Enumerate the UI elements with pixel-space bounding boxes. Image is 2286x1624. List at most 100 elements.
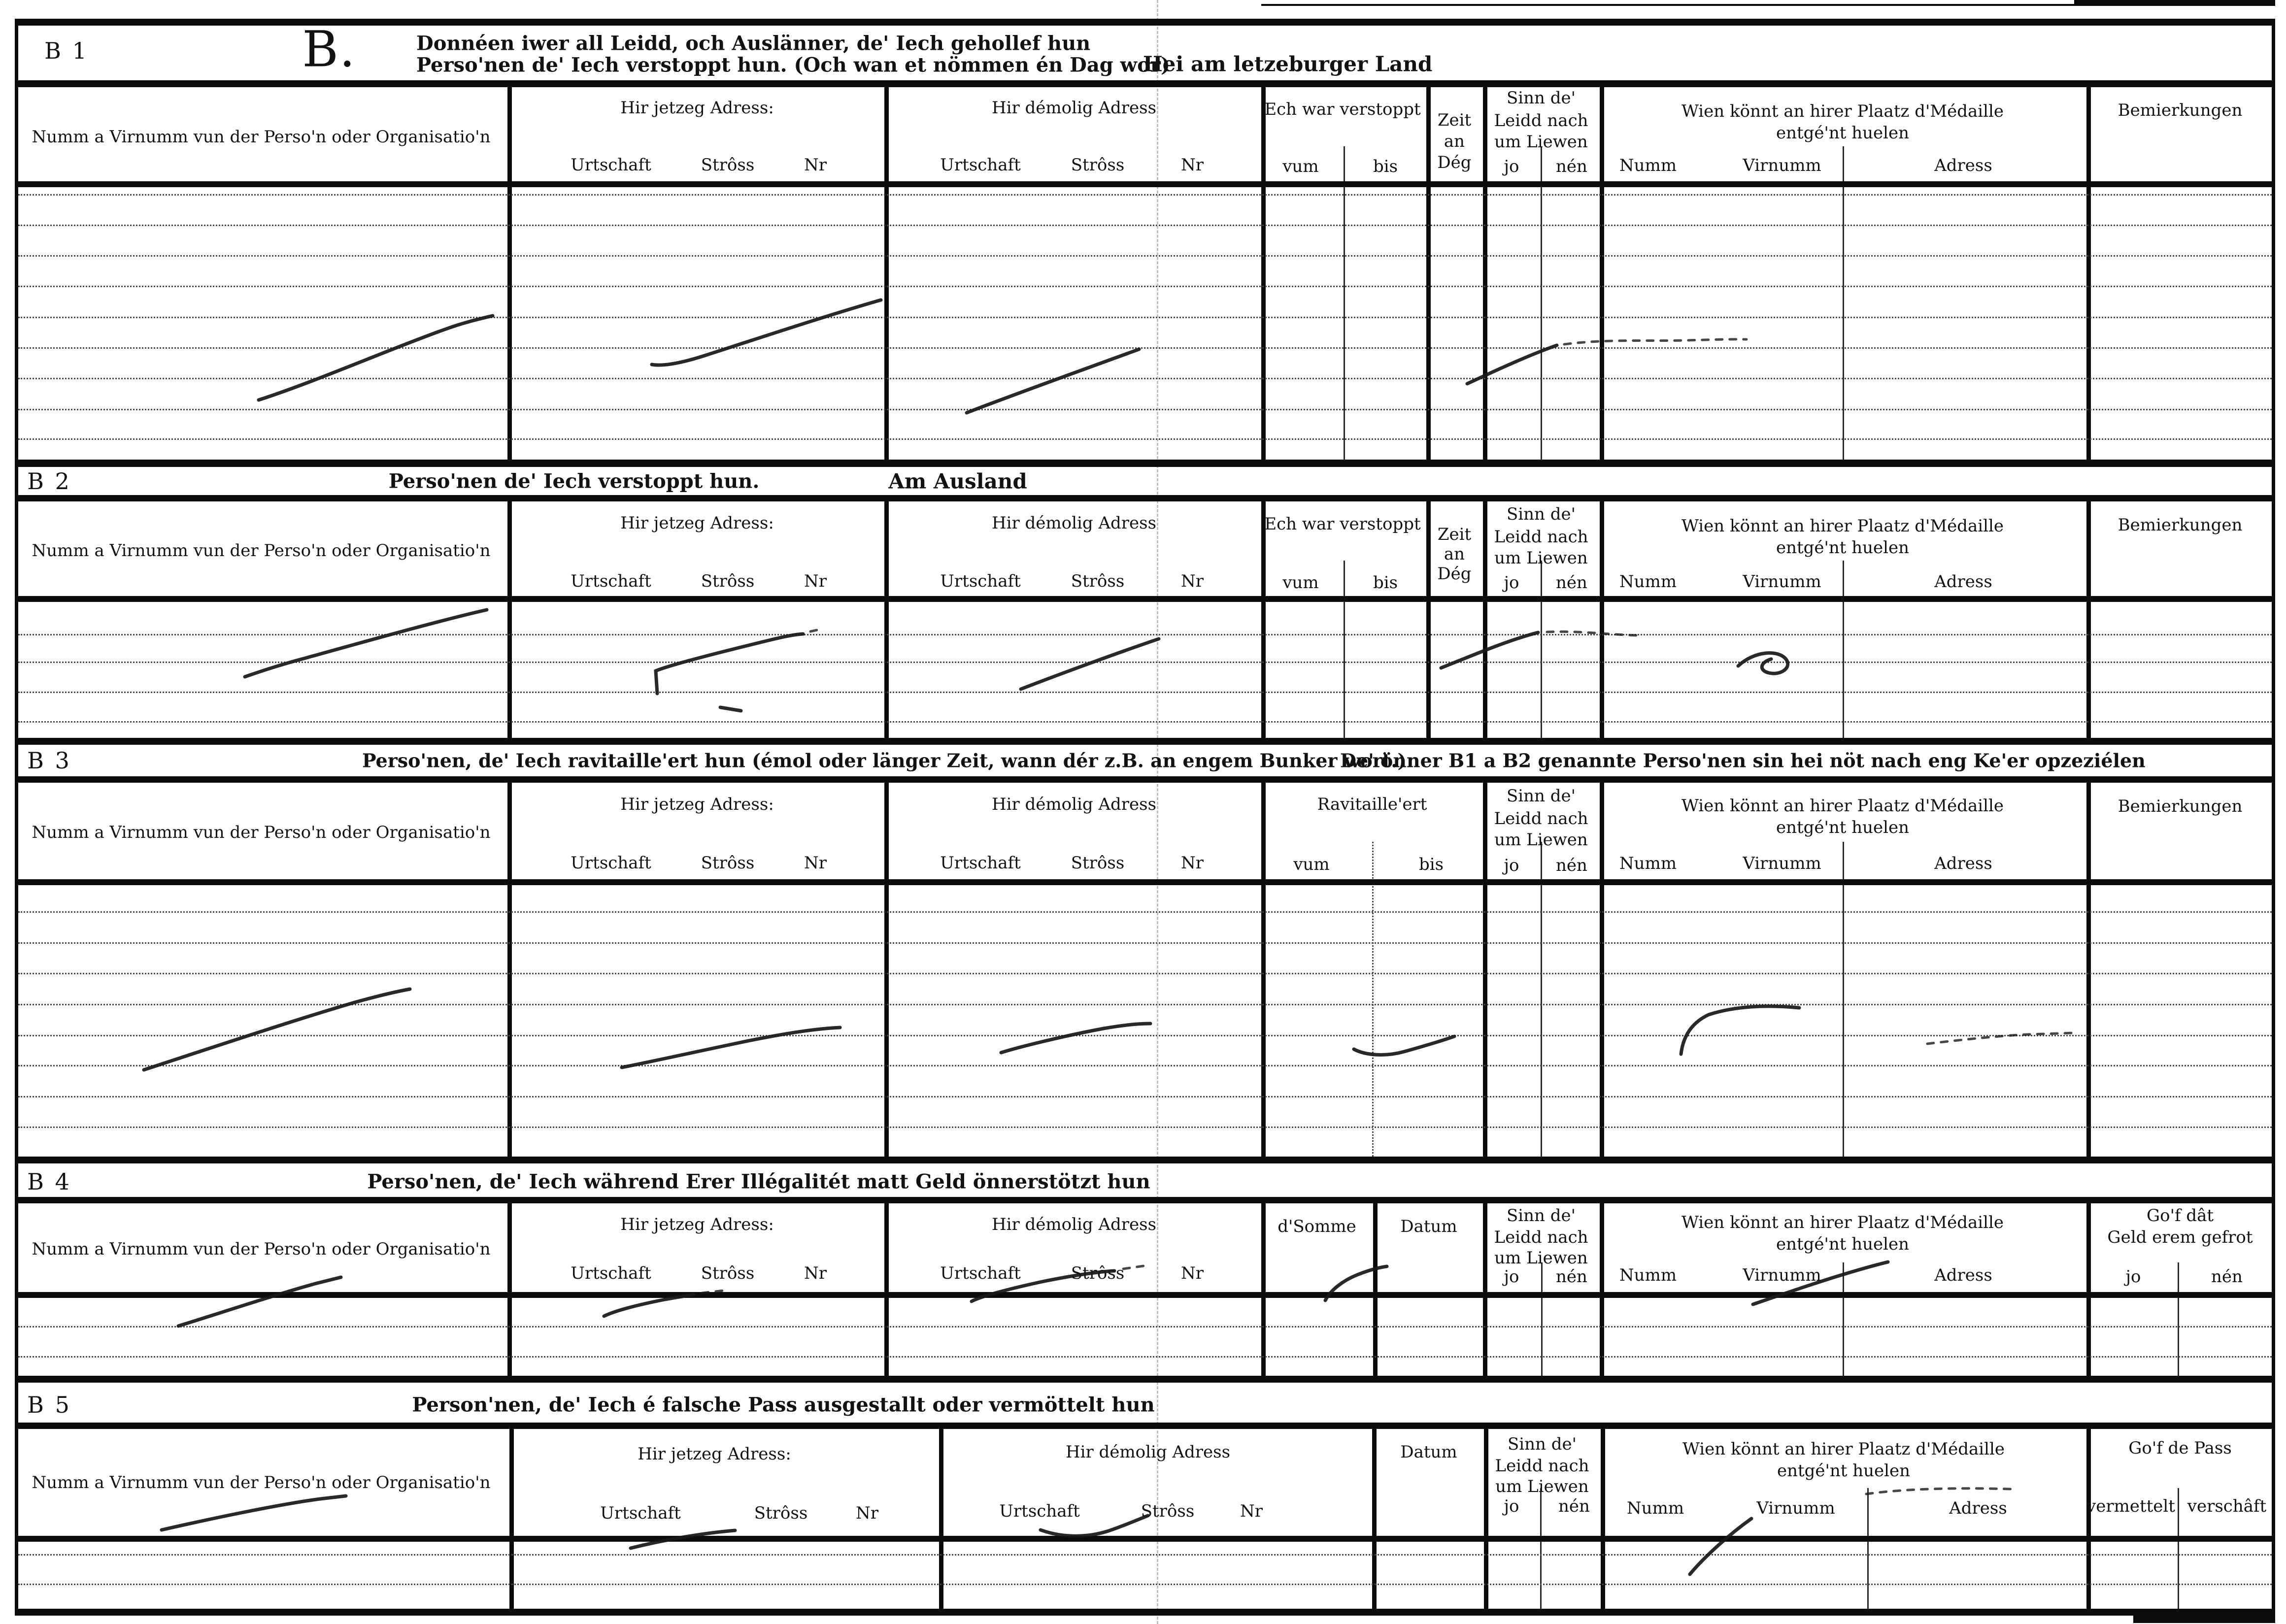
entry-line <box>18 317 2272 318</box>
sub-stross: Strôss <box>701 1263 755 1283</box>
sub-bis: bis <box>1373 157 1398 176</box>
ink-stroke <box>1019 637 1161 691</box>
sub-stross: Strôss <box>701 155 755 175</box>
col-alive-header: Leidd nach <box>1494 809 1588 829</box>
sub-jo: jo <box>1504 573 1519 593</box>
sub-urtschaft: Urtschaft <box>571 853 651 873</box>
rule <box>15 80 2275 87</box>
column-divider <box>1261 783 1266 1157</box>
sub-stross: Strôss <box>1141 1501 1195 1521</box>
column-divider <box>1426 87 1431 460</box>
ink-stroke <box>620 1026 842 1069</box>
col-current-address-header: Hir jetzeg Adress: <box>638 1444 791 1464</box>
ink-stroke <box>243 608 489 679</box>
col-alive-header: um Liewen <box>1495 1477 1589 1496</box>
sub-nr: Nr <box>1240 1501 1263 1521</box>
sub-vum: vum <box>1282 573 1319 593</box>
sub-nr: Nr <box>1180 155 1204 175</box>
sub-bis: bis <box>1373 573 1398 593</box>
sub-virnumm: Virnumm <box>1743 1265 1821 1285</box>
col-alive-header: um Liewen <box>1494 132 1588 152</box>
column-divider <box>507 783 512 1157</box>
rule <box>15 879 2275 885</box>
col-alive-header: Sinn de' <box>1506 786 1576 806</box>
subcolumn-divider <box>1843 1262 1844 1376</box>
rule <box>15 19 2275 26</box>
sub-adress: Adress <box>1934 1265 1992 1285</box>
col-medal-header: Wien könnt an hirer Plaatz d'Médaille <box>1681 516 2004 536</box>
entry-line <box>18 942 2272 944</box>
col-hidden-header: Ech war verstoppt <box>1264 514 1421 534</box>
rule <box>15 776 2275 783</box>
rule <box>15 1292 2275 1298</box>
rule <box>15 460 2275 467</box>
sub-verschaft: verschâft <box>2187 1496 2267 1516</box>
subcolumn-divider <box>1541 561 1542 738</box>
entry-line <box>18 255 2272 257</box>
column-divider <box>1261 501 1266 738</box>
sub-nr: Nr <box>804 155 827 175</box>
sub-nen: nén <box>1556 157 1587 176</box>
col-alive-header: um Liewen <box>1494 548 1588 568</box>
col-medal-header: entgé'nt huelen <box>1776 1234 1910 1254</box>
col-alive-header: Leidd nach <box>1494 1227 1588 1247</box>
col-remarks-header: Bemierkungen <box>2118 796 2243 816</box>
ink-stroke <box>1679 1004 1801 1056</box>
col-date-header: Datum <box>1400 1217 1457 1236</box>
column-divider <box>884 783 889 1157</box>
subcolumn-divider <box>1843 146 1844 460</box>
subcolumn-divider <box>1843 842 1844 1157</box>
subcolumn-divider <box>1541 146 1542 460</box>
col-alive-header: Sinn de' <box>1507 1434 1577 1454</box>
sub-vermettelt: vermettelt <box>2086 1496 2175 1516</box>
col-date-header: Datum <box>1400 1442 1457 1462</box>
sub-urtschaft: Urtschaft <box>571 155 651 175</box>
col-former-address-header: Hir démolig Adress <box>991 513 1157 533</box>
col-remarks-header: Bemierkungen <box>2118 515 2243 535</box>
column-divider <box>507 501 512 738</box>
subcolumn-divider <box>1372 842 1374 1157</box>
subcolumn-divider <box>1541 842 1542 1157</box>
col-zeit-header: an <box>1444 132 1465 151</box>
sub-vum: vum <box>1293 855 1330 874</box>
subcolumn-divider <box>1344 561 1345 738</box>
sub-jo: jo <box>1504 1267 1519 1287</box>
ink-stroke <box>1865 1487 2013 1495</box>
column-divider <box>1483 501 1487 738</box>
rule <box>15 738 2275 745</box>
column-divider <box>1600 783 1604 1157</box>
column-divider <box>507 87 512 460</box>
section-title-right: Am Ausland <box>888 469 1027 494</box>
sub-jo: jo <box>2125 1267 2141 1287</box>
sub-virnumm: Virnumm <box>1743 156 1821 175</box>
sub-nr: Nr <box>804 853 827 873</box>
ink-stroke <box>650 298 883 367</box>
sub-numm: Numm <box>1619 156 1677 175</box>
col-current-address-header: Hir jetzeg Adress: <box>620 1215 774 1234</box>
rule <box>15 181 2275 187</box>
section-title-right: Hei am letzeburger Land <box>1143 52 1433 76</box>
sub-nr: Nr <box>804 571 827 591</box>
subcolumn-divider <box>2178 1262 2179 1376</box>
section-big-letter: B. <box>302 20 356 78</box>
entry-line <box>18 1584 2272 1585</box>
rule <box>15 596 2275 602</box>
column-divider <box>939 1429 943 1609</box>
sub-vum: vum <box>1282 157 1319 176</box>
col-medal-header: entgé'nt huelen <box>1777 1461 1911 1481</box>
sub-jo: jo <box>1504 157 1519 176</box>
sub-urtschaft: Urtschaft <box>940 155 1021 175</box>
ink-stroke <box>1352 1034 1456 1057</box>
sub-nen: nén <box>1556 1267 1587 1287</box>
rule <box>15 1157 2275 1163</box>
sub-adress: Adress <box>1934 854 1992 873</box>
sub-nr: Nr <box>1180 571 1204 591</box>
rule <box>15 1376 2275 1383</box>
col-name-header: Numm a Virnumm vun der Perso'n oder Orga… <box>32 1239 491 1259</box>
sub-numm: Numm <box>1619 1265 1677 1285</box>
col-medal-header: Wien könnt an hirer Plaatz d'Médaille <box>1681 1213 2004 1232</box>
sub-adress: Adress <box>1949 1498 2007 1518</box>
ink-stroke <box>809 628 823 633</box>
col-medal-header: Wien könnt an hirer Plaatz d'Médaille <box>1682 1439 2005 1459</box>
subcolumn-divider <box>1344 146 1345 460</box>
